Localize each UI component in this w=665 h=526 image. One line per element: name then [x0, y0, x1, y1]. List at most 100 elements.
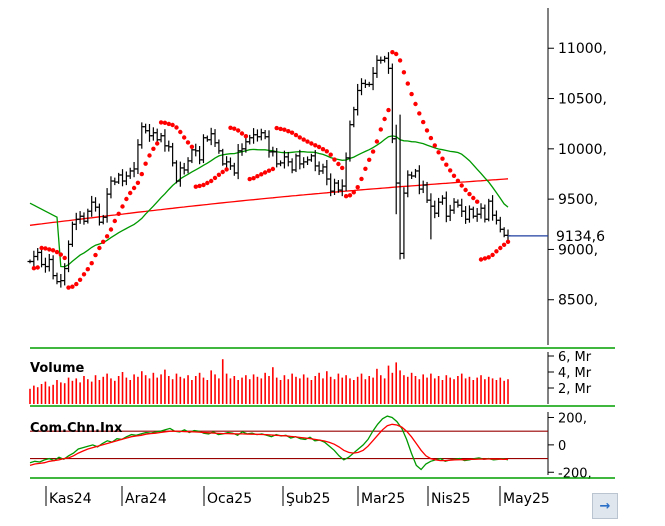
sar-dot	[455, 178, 461, 183]
sar-dot	[85, 267, 91, 272]
sar-dot	[139, 171, 144, 177]
volume-y-tick-label: 2, Mr	[558, 382, 592, 397]
sar-dot	[378, 127, 383, 132]
ohlc-bar	[486, 198, 492, 222]
sar-dot	[297, 135, 302, 140]
sar-dot	[351, 190, 356, 195]
ohlc-bar	[104, 188, 110, 223]
sar-dot	[405, 81, 410, 86]
sar-dot	[490, 252, 495, 258]
ohlc-bar	[193, 143, 199, 157]
sar-dot	[313, 143, 318, 148]
sar-dot	[478, 257, 484, 262]
sar-dot	[151, 146, 156, 151]
sar-dot	[128, 190, 133, 196]
ohlc-bar	[416, 165, 422, 195]
ohlc-bar	[474, 207, 480, 222]
cci-panel: 200, 0 -200,	[29, 411, 615, 481]
sar-dot	[259, 172, 264, 177]
sar-dot	[35, 265, 40, 270]
sar-dot	[347, 193, 353, 198]
sar-dot	[324, 149, 329, 154]
x-tick-label: Şub25	[286, 491, 330, 507]
sar-dot	[228, 125, 233, 130]
ohlc-bar	[54, 272, 60, 285]
sar-dot	[131, 185, 137, 191]
ohlc-bar	[73, 212, 79, 231]
sar-dot	[417, 111, 422, 116]
ohlc-bar	[266, 130, 272, 158]
ohlc-bar	[158, 132, 164, 143]
ohlc-bar	[463, 206, 469, 224]
sar-dot	[101, 239, 106, 244]
sar-dot	[359, 176, 364, 182]
sar-dot	[293, 132, 299, 138]
sar-dot	[189, 144, 195, 149]
ohlc-bar	[131, 162, 137, 178]
ohlc-bar	[301, 157, 307, 169]
ohlc-bar	[154, 128, 160, 144]
sar-dot	[436, 150, 441, 155]
ohlc-bar	[362, 79, 368, 88]
sar-dot	[62, 255, 67, 261]
ohlc-bar	[428, 193, 434, 240]
ohlc-bar	[497, 216, 503, 233]
ohlc-bar	[127, 167, 133, 179]
sar-dot	[498, 245, 503, 251]
sar-dot	[262, 170, 268, 175]
sar-dot	[74, 281, 79, 287]
ohlc-bar	[66, 240, 72, 273]
ohlc-bar	[220, 148, 226, 166]
ohlc-bar	[77, 211, 83, 224]
sar-dot	[274, 125, 279, 131]
ohlc-bar	[231, 162, 237, 176]
ohlc-bar	[166, 140, 172, 152]
sar-dot	[301, 137, 306, 142]
sar-dot	[305, 139, 310, 144]
ohlc-bar	[227, 157, 233, 170]
volume-title: Volume	[30, 361, 85, 376]
ohlc-bar	[224, 156, 230, 170]
sar-dot	[451, 173, 457, 178]
ohlc-bar	[31, 250, 37, 267]
ohlc-bar	[120, 169, 126, 187]
sma-200-line	[29, 178, 509, 226]
ohlc-bar	[197, 146, 203, 165]
ohlc-bar	[308, 153, 314, 162]
ohlc-bar	[258, 128, 264, 141]
sar-dot	[212, 175, 218, 181]
ohlc-bar	[355, 83, 361, 116]
x-tick-label: Ara24	[125, 491, 167, 507]
cci-y-tick-label: -200,	[558, 466, 592, 481]
ohlc-bar	[386, 52, 391, 74]
ohlc-bar	[447, 204, 453, 222]
ohlc-bar	[204, 135, 210, 142]
sar-dot	[270, 166, 276, 172]
sar-dot	[166, 121, 171, 127]
ohlc-bar	[443, 191, 449, 223]
sar-dot	[97, 245, 102, 251]
scroll-right-button[interactable]: →	[592, 493, 618, 519]
ohlc-bar	[212, 129, 218, 147]
sar-dot	[39, 245, 44, 251]
sar-dot	[124, 196, 129, 202]
ohlc-bar	[359, 78, 365, 96]
sar-dot	[31, 266, 37, 271]
sar-dot	[355, 185, 360, 190]
ohlc-bar	[409, 171, 415, 179]
sar-dot	[424, 128, 430, 133]
sar-dot	[459, 183, 464, 188]
ohlc-bar	[235, 144, 241, 180]
sar-dot	[232, 126, 237, 131]
ohlc-bar	[347, 120, 353, 162]
sar-dot	[343, 194, 349, 199]
ohlc-bar	[305, 156, 311, 165]
cci-line	[29, 423, 509, 467]
sar-dot	[70, 284, 75, 289]
sar-dot	[328, 152, 333, 157]
ohlc-bar	[181, 162, 187, 175]
sar-dot	[428, 135, 434, 141]
ohlc-bar	[89, 195, 95, 217]
ohlc-bar	[239, 143, 245, 156]
